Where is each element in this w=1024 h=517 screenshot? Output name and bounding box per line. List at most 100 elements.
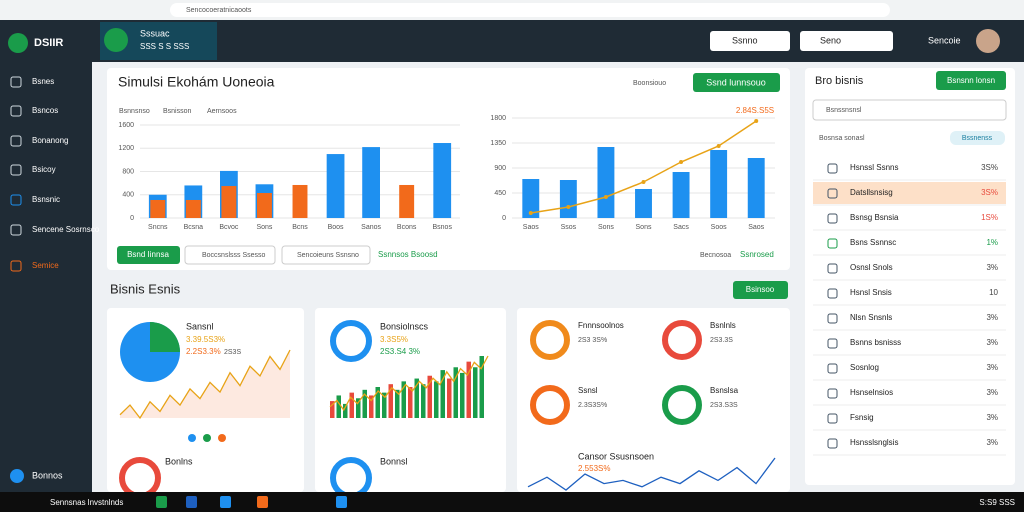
panel-filter: Bosnsa sonasl: [819, 135, 865, 142]
row-name[interactable]: Nlsn Snsnls: [850, 313, 892, 322]
row-icon: [827, 263, 838, 274]
legend-dot: [188, 434, 196, 442]
chart-tab[interactable]: Bsnisson: [163, 108, 192, 115]
main-button[interactable]: [693, 73, 780, 92]
x-tick-label: Bcsna: [184, 224, 204, 231]
dropdown[interactable]: [710, 31, 790, 51]
sidebar-item[interactable]: Bsnes: [32, 77, 54, 86]
tab-subtitle: SSS S S SSS: [140, 42, 189, 51]
section-button[interactable]: [733, 281, 788, 299]
tab-title: Sssuac: [140, 28, 170, 38]
main-link[interactable]: Boonsiouo: [633, 80, 666, 87]
sidebar-icon: [10, 105, 22, 117]
taskbar-search[interactable]: Sennsnas lnvstnlnds: [50, 498, 123, 507]
row-name[interactable]: Hsnsslsnglsis: [850, 438, 898, 447]
row-name[interactable]: Hsnsl Snsis: [850, 288, 892, 297]
taskbar-icon[interactable]: [186, 496, 197, 508]
card-title: Fnnnsoolnos: [578, 321, 624, 330]
donut: [330, 320, 372, 362]
donut: [662, 385, 702, 425]
sidebar-item[interactable]: Sencene Sosrnsco: [32, 225, 100, 234]
row-icon: [827, 363, 838, 374]
card-title: Cansor Ssusnsoen: [578, 451, 654, 461]
sidebar-icon: [10, 164, 22, 176]
sidebar-item[interactable]: Bsncos: [32, 106, 58, 115]
footer-button[interactable]: [117, 246, 180, 264]
bar: [382, 392, 387, 418]
row-name[interactable]: Osnsl Snols: [850, 263, 893, 272]
chip-label: Sencoieuns Ssnsno: [297, 252, 359, 259]
sidebar-bottom: Bonnos: [32, 470, 63, 480]
chart-tab[interactable]: Aernsoos: [207, 108, 237, 115]
bar: [330, 401, 335, 418]
avatar[interactable]: [976, 29, 1000, 53]
bar: [150, 199, 166, 218]
sparkline: [329, 355, 489, 412]
main-title: Simulsi Ekohám Uoneoia: [118, 74, 275, 90]
card-title: Bsnslsa: [710, 386, 739, 395]
row-value: 1%: [986, 238, 998, 247]
x-tick-label: Sons: [598, 224, 614, 231]
taskbar-icon[interactable]: [257, 496, 268, 508]
row-value: 3%: [986, 438, 998, 447]
row-value: 3%: [986, 263, 998, 272]
row-name[interactable]: Bsnns bsnisss: [850, 338, 901, 347]
dropdown-label: Ssnno: [732, 35, 758, 45]
chart-tab[interactable]: Bsnnsnso: [119, 108, 150, 115]
chip[interactable]: [281, 245, 371, 265]
row-name[interactable]: Fsnsig: [850, 413, 874, 422]
bar: [597, 147, 615, 218]
sidebar-icon: [10, 260, 22, 272]
bar: [401, 381, 406, 418]
dropdown-label: Seno: [820, 35, 841, 45]
card-value: 2.2S3.3%: [186, 347, 221, 356]
chip[interactable]: [184, 245, 276, 265]
taskbar-icon[interactable]: [220, 496, 231, 508]
card-value: 2.553S%: [578, 464, 610, 473]
taskbar-icon[interactable]: [156, 496, 167, 508]
panel-search[interactable]: [812, 99, 1007, 121]
x-tick-label: Bcons: [397, 224, 417, 231]
section-button-label: Bsinsoo: [746, 285, 775, 294]
sidebar: [0, 62, 92, 492]
bar: [326, 154, 345, 218]
y-tick-label: 900: [494, 165, 506, 172]
row-highlight: [813, 182, 1006, 204]
sparkline: [527, 457, 776, 491]
row-name[interactable]: Datsllsnsisg: [850, 188, 893, 197]
bar: [522, 179, 540, 218]
sidebar-item[interactable]: Bsicoy: [32, 165, 56, 174]
row-name[interactable]: Bsnsg Bsnsia: [850, 213, 899, 222]
row-name[interactable]: Hsnssl Ssnns: [850, 163, 898, 172]
sidebar-icon: [10, 469, 24, 483]
bar: [388, 384, 393, 418]
card-title: Ssnsl: [578, 386, 598, 395]
row-name[interactable]: Bsns Ssnnsc: [850, 238, 896, 247]
footer-link[interactable]: Ssnnsos Bsoosd: [378, 250, 438, 259]
sidebar-item[interactable]: Semice: [32, 261, 59, 270]
y-tick-label: 1800: [490, 115, 506, 122]
footer-right-link[interactable]: Ssnrosed: [740, 250, 774, 259]
y-tick-label: 0: [502, 215, 506, 222]
legend-dot: [218, 434, 226, 442]
taskbar-icon[interactable]: [336, 496, 347, 508]
sidebar-item[interactable]: Bsnsnic: [32, 195, 60, 204]
y-tick-label: 0: [130, 215, 134, 222]
card-value: 3.3S5%: [380, 335, 408, 344]
bar: [447, 378, 452, 418]
bar: [256, 193, 272, 218]
card-title: Bonnsl: [380, 456, 408, 466]
url-box[interactable]: [170, 3, 890, 17]
x-tick-label: Sons: [636, 224, 652, 231]
x-tick-label: Sacs: [673, 224, 689, 231]
row-name[interactable]: Sosnlog: [850, 363, 879, 372]
row-name[interactable]: Hsnselnsios: [850, 388, 893, 397]
panel-button[interactable]: [936, 71, 1006, 90]
bar: [427, 375, 432, 418]
card-value: 2S3.3S: [710, 337, 733, 344]
sidebar-item[interactable]: Bonanong: [32, 136, 68, 145]
card-value: 2S3S: [224, 349, 241, 356]
dropdown[interactable]: [800, 31, 893, 51]
row-value: 3%: [986, 338, 998, 347]
bar: [343, 403, 348, 418]
